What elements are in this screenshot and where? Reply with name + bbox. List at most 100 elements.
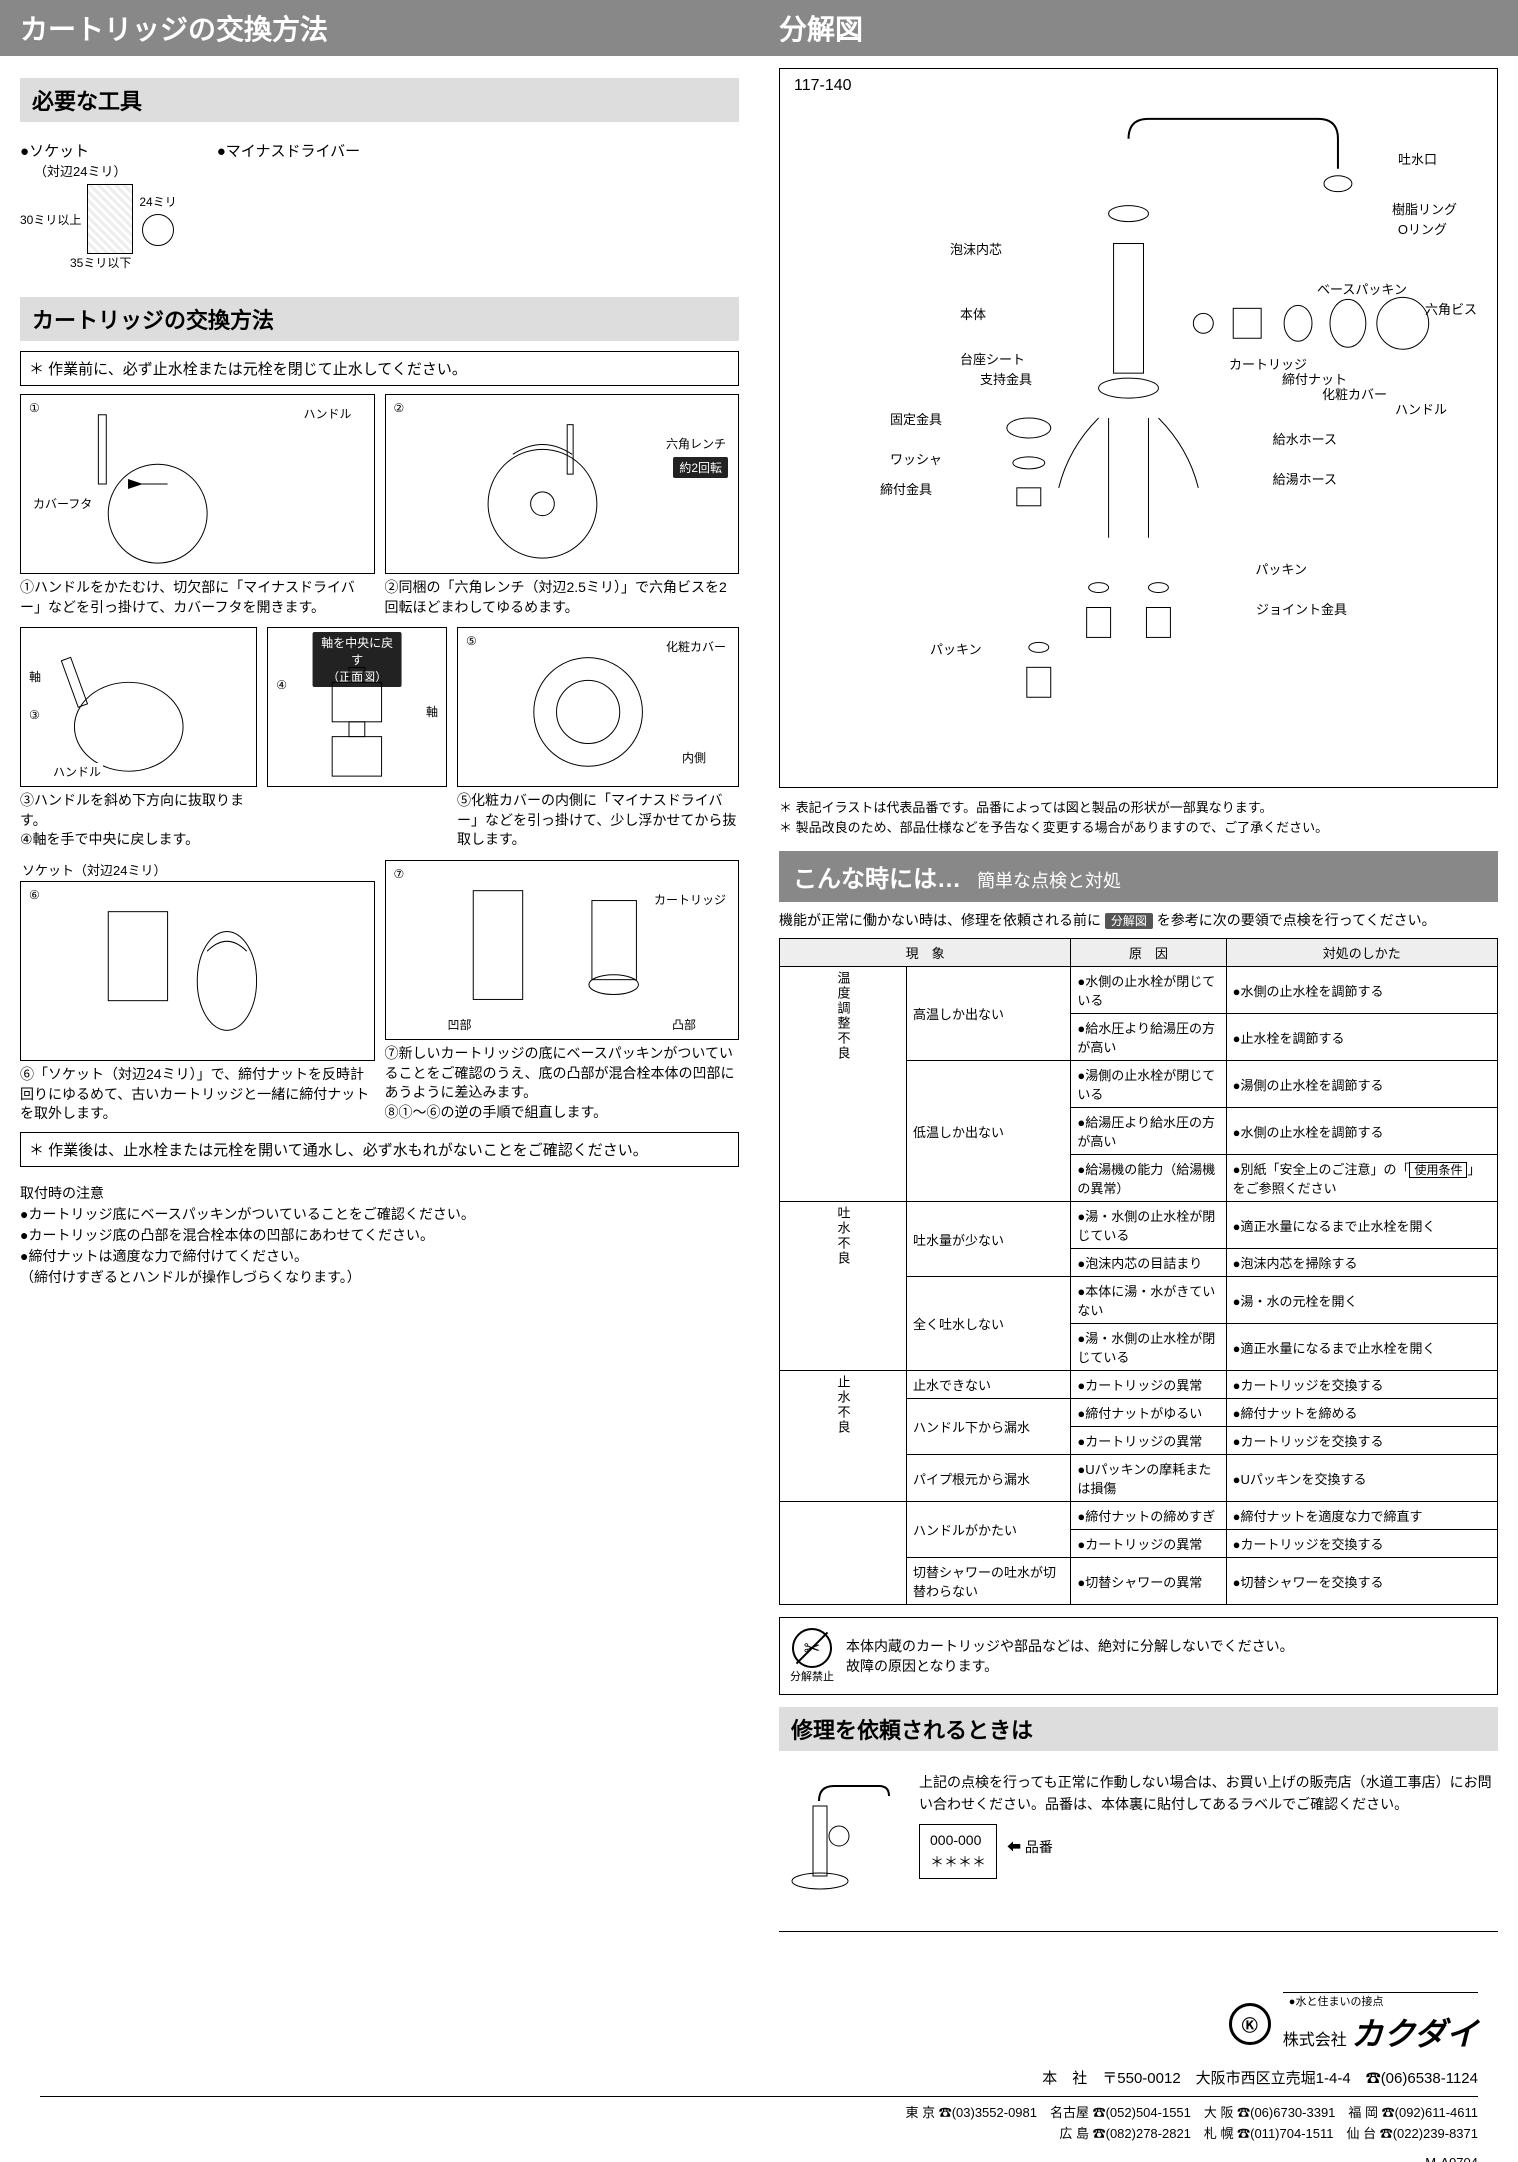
method-header: カートリッジの交換方法 (20, 297, 739, 341)
fix-cell: ●締付ナットを適度な力で締直す (1226, 1502, 1497, 1530)
exploded-note: 表記イラストは代表品番です。品番によっては図と製品の形状が一部異なります。 (779, 798, 1498, 818)
cause-cell: ●本体に湯・水がきていない (1071, 1277, 1226, 1324)
category-cell (780, 1502, 907, 1605)
step34-caption: ③ハンドルを斜め下方向に抜取ります。 ④軸を手で中央に戻します。 (20, 791, 257, 850)
part-resin: 樹脂リング (1392, 199, 1457, 218)
driver-label: マイナスドライバー (226, 143, 360, 160)
table-row: ハンドルがかたい●締付ナットの締めすぎ●締付ナットを適度な力で締直す (780, 1502, 1498, 1530)
step4-num: ④ (274, 678, 289, 692)
step2-figure: 六角レンチ 約2回転 ② (385, 394, 740, 574)
symptom-cell: パイプ根元から漏水 (907, 1455, 1071, 1502)
th-symptom: 現 象 (780, 939, 1071, 967)
trouble-intro-pre: 機能が正常に働かない時は、修理を依頼される前に (779, 912, 1101, 928)
socket-spec: （対辺24ミリ） (20, 161, 177, 180)
step4-figure: 軸を中央に戻す （正面図） ④ 軸 (267, 627, 447, 787)
step5-num: ⑤ (464, 634, 479, 648)
part-hot: 給湯ホース (1273, 469, 1337, 488)
cause-cell: ●湯・水側の止水栓が閉じている (1071, 1202, 1226, 1249)
trouble-table: 現 象 原 因 対処のしかた 温度調整不良高温しか出ない●水側の止水栓が閉じてい… (779, 938, 1498, 1605)
symptom-cell: ハンドル下から漏水 (907, 1399, 1071, 1455)
cause-cell: ●水側の止水栓が閉じている (1071, 967, 1226, 1014)
dim-height: 30ミリ以上 (20, 211, 81, 228)
cause-cell: ●Uパッキンの摩耗または損傷 (1071, 1455, 1226, 1502)
category-cell: 吐水不良 (780, 1202, 907, 1371)
fix-cell: ●湯側の止水栓を調節する (1226, 1061, 1497, 1108)
step6-caption: ⑥「ソケット（対辺24ミリ）」で、締付ナットを反時計回りにゆるめて、古いカートリ… (20, 1065, 375, 1124)
faucet-sketch (779, 1771, 899, 1911)
part-body: 本体 (960, 304, 986, 323)
fix-cell: ●止水栓を調節する (1226, 1014, 1497, 1061)
cause-cell: ●給湯圧より給水圧の方が高い (1071, 1108, 1226, 1155)
arrow-label: ⬅ 品番 (1007, 1836, 1053, 1858)
trouble-intro-ref: 分解図 (1105, 913, 1153, 929)
cause-cell: ●泡沫内芯の目詰まり (1071, 1249, 1226, 1277)
socket-label: ソケット (29, 143, 89, 160)
th-cause: 原 因 (1071, 939, 1226, 967)
fix-cell: ●締付ナットを締める (1226, 1399, 1497, 1427)
footer: Ⓚ ●水と住まいの接点 株式会社 カクダイ 本 社 〒550-0012 大阪市西… (0, 1962, 1518, 2162)
fix-cell: ●適正水量になるまで止水栓を開く (1226, 1202, 1497, 1249)
cause-cell: ●給水圧より給湯圧の方が高い (1071, 1014, 1226, 1061)
cause-cell: ●切替シャワーの異常 (1071, 1558, 1226, 1605)
attention-item: カートリッジ底の凸部を混合栓本体の凹部にあわせてください。 (20, 1225, 739, 1246)
cause-cell: ●カートリッジの異常 (1071, 1530, 1226, 1558)
trouble-subtitle: 簡単な点検と対処 (977, 867, 1121, 893)
repair-text: 上記の点検を行っても正常に作動しない場合は、お買い上げの販売店（水道工事店）にお… (919, 1771, 1498, 1816)
step2-callout-turns: 約2回転 (673, 457, 728, 478)
table-row: 温度調整不良高温しか出ない●水側の止水栓が閉じている●水側の止水栓を調節する (780, 967, 1498, 1014)
step7-callout-convex: 凸部 (670, 1016, 698, 1033)
tool-driver: ●マイナスドライバー (217, 140, 360, 271)
part-hex: 六角ビス (1425, 299, 1477, 318)
step2-num: ② (392, 401, 407, 415)
fix-cell: ●水側の止水栓を調節する (1226, 1108, 1497, 1155)
th-fix: 対処のしかた (1226, 939, 1497, 967)
symptom-cell: ハンドルがかたい (907, 1502, 1071, 1558)
company-prefix: 株式会社 (1283, 2032, 1347, 2049)
step3-num: ③ (27, 708, 42, 722)
repair-section: 上記の点検を行っても正常に作動しない場合は、お買い上げの販売店（水道工事店）にお… (779, 1761, 1498, 1932)
exploded-view: 117-140 (779, 68, 1498, 788)
model-label-box: 000-000 ＊＊＊＊ (919, 1824, 997, 1879)
trouble-intro-post: を参考に次の要領で点検を行ってください。 (1157, 912, 1436, 928)
part-joint: ジョイント金具 (1256, 599, 1347, 618)
fix-cell: ●カートリッジを交換する (1226, 1530, 1497, 1558)
category-cell: 温度調整不良 (780, 967, 907, 1202)
step1-callout-handle: ハンドル (301, 405, 353, 422)
exploded-note: 製品改良のため、部品仕様などを予告なく変更する場合がありますので、ご了承ください… (779, 818, 1498, 838)
fix-cell: ●泡沫内芯を掃除する (1226, 1249, 1497, 1277)
dim-width: 35ミリ以下 (20, 254, 177, 271)
fix-cell: ●別紙「安全上のご注意」の「使用条件」をご参照ください (1226, 1155, 1497, 1202)
step7-callout-concave: 凹部 (446, 1016, 474, 1033)
step1-caption: ①ハンドルをかたむけ、切欠部に「マイナスドライバー」などを引っ掛けて、カバーフタ… (20, 578, 375, 617)
fix-cell: ●カートリッジを交換する (1226, 1427, 1497, 1455)
step2-caption: ②同梱の「六角レンチ（対辺2.5ミリ）」で六角ビスを2回転ほどまわしてゆるめます… (385, 578, 740, 617)
warning-label: 分解禁止 (790, 1668, 834, 1684)
header-right: 分解図 (759, 0, 1518, 56)
dim-diameter: 24ミリ (139, 193, 176, 210)
part-cover: 化粧カバー (1322, 384, 1387, 403)
step5-caption: ⑤化粧カバーの内側に「マイナスドライバー」などを引っ掛けて、少し浮かせてから抜取… (457, 791, 739, 850)
step5-figure: 化粧カバー 内側 ⑤ (457, 627, 739, 787)
step5-callout-cover: 化粧カバー (664, 638, 728, 655)
part-packing: パッキン (1255, 559, 1307, 578)
fix-cell: ●水側の止水栓を調節する (1226, 967, 1497, 1014)
step6-num: ⑥ (27, 888, 42, 902)
step5-callout-inside: 内側 (680, 749, 708, 766)
step7-num: ⑦ (392, 867, 407, 881)
part-aerator: 泡沫内芯 (950, 239, 1002, 258)
step7-callout-cartridge: カートリッジ (652, 891, 728, 908)
trouble-header: こんな時には… 簡単な点検と対処 (779, 851, 1498, 902)
logo-icon: Ⓚ (1229, 2003, 1271, 2045)
part-bracket: 支持金具 (980, 369, 1032, 388)
step3-callout-handle: ハンドル (51, 763, 103, 780)
cause-cell: ●湯側の止水栓が閉じている (1071, 1061, 1226, 1108)
cause-cell: ●湯・水側の止水栓が閉じている (1071, 1324, 1226, 1371)
part-oring: Oリング (1398, 219, 1447, 238)
step2-callout-wrench: 六角レンチ (664, 435, 728, 452)
step1-figure: ハンドル カバーフタ ① (20, 394, 375, 574)
symptom-cell: 低温しか出ない (907, 1061, 1071, 1202)
symptom-cell: 高温しか出ない (907, 967, 1071, 1061)
socket-circle (142, 214, 174, 246)
attention-title: 取付時の注意 (20, 1183, 739, 1204)
step1-num: ① (27, 401, 42, 415)
